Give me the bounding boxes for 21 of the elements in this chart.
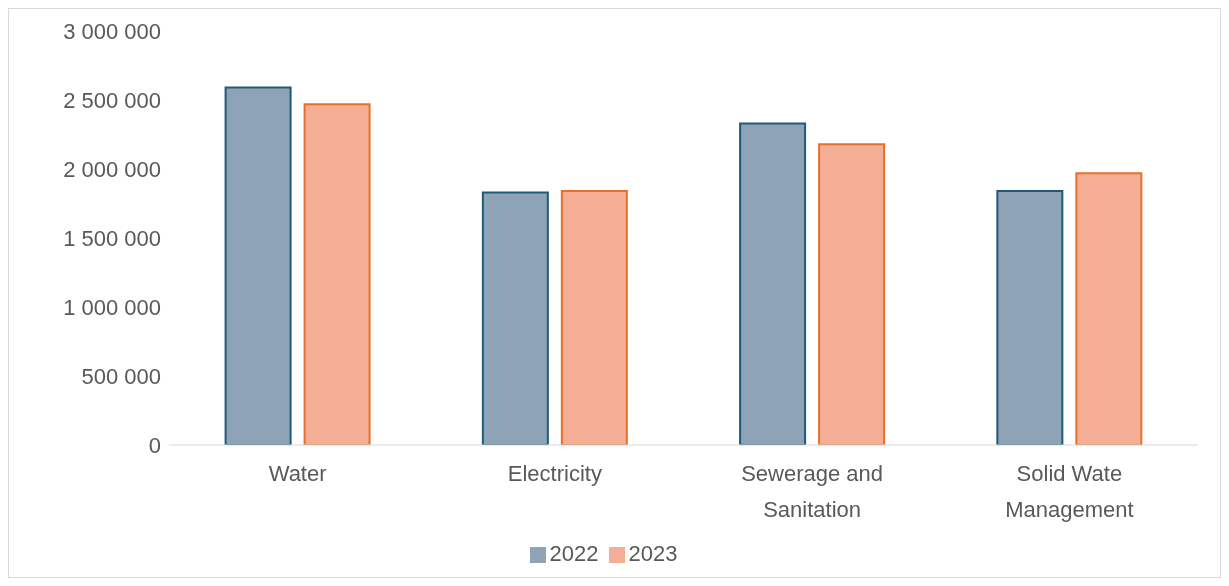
bar bbox=[996, 190, 1064, 445]
x-tick-label: Solid Wate Management bbox=[1005, 461, 1134, 522]
bar bbox=[560, 190, 628, 445]
x-tick-label: Sewerage and Sanitation bbox=[741, 461, 884, 522]
bar bbox=[224, 86, 292, 445]
y-tick-label: 2 500 000 bbox=[63, 87, 161, 113]
legend-label: 2022 bbox=[549, 541, 599, 566]
x-tick-label: Electricity bbox=[507, 461, 602, 486]
bar bbox=[739, 122, 807, 445]
y-tick-label: 3 000 000 bbox=[63, 18, 161, 44]
y-tick-label: 0 bbox=[148, 432, 161, 458]
bar bbox=[1075, 172, 1143, 445]
y-tick-label: 1 500 000 bbox=[63, 225, 161, 251]
legend-label: 2023 bbox=[628, 541, 678, 566]
bar bbox=[303, 103, 371, 445]
y-tick-label: 1 000 000 bbox=[63, 294, 161, 320]
bar bbox=[481, 191, 549, 445]
y-tick-label: 500 000 bbox=[81, 363, 161, 389]
y-tick-label: 2 000 000 bbox=[63, 156, 161, 182]
bar bbox=[818, 143, 886, 445]
x-tick-label: Water bbox=[268, 461, 327, 486]
